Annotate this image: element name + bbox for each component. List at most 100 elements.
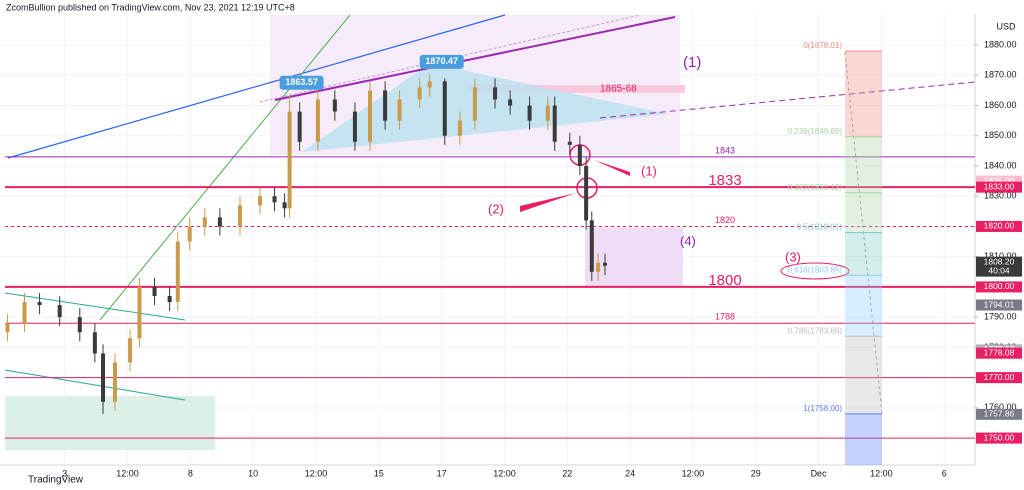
fib-trend — [844, 51, 883, 415]
price-label: 1794.01 — [984, 299, 1015, 309]
y-tick-label: 1830.00 — [984, 191, 1017, 201]
x-tick-label: 3 — [62, 468, 67, 478]
callout-label: 1863.57 — [285, 77, 318, 87]
y-tick-label: 1760.00 — [984, 402, 1017, 412]
candle-body — [217, 217, 222, 227]
candle-body — [128, 338, 133, 363]
level-label: 1820 — [715, 215, 735, 225]
x-tick-label: Dec — [811, 468, 828, 478]
annotation: (1) — [683, 54, 701, 71]
price-label: 1800.00 — [984, 281, 1015, 291]
price-label-box — [976, 175, 1022, 187]
fib-label: 0(1878.01) — [803, 41, 842, 50]
x-tick-label: 17 — [437, 468, 447, 478]
candle-body — [202, 217, 207, 227]
candle-body — [472, 87, 477, 121]
candle-body — [397, 99, 402, 121]
candle-body — [383, 90, 388, 121]
fib-label: 0.382(1831.13) — [788, 183, 843, 192]
candle-body — [297, 111, 302, 142]
drawings — [4, 14, 976, 450]
x-tick-label: 10 — [248, 468, 258, 478]
wave4-zone — [585, 228, 683, 287]
header: ZcomBullion published on TradingView.com… — [6, 2, 295, 12]
price-label-box — [976, 299, 1022, 311]
callout-box — [279, 75, 324, 90]
level-label: 1833 — [708, 172, 741, 189]
y-tick-label: 1850.00 — [984, 130, 1017, 140]
resistance-zone — [470, 85, 685, 93]
candle-body — [258, 196, 263, 206]
fib-label: 1(1758.00) — [803, 404, 842, 413]
annotation: (2) — [488, 201, 504, 216]
candle-body — [427, 81, 432, 88]
candle-body — [567, 141, 572, 145]
candle-body — [5, 323, 10, 333]
x-tick-label: 6 — [942, 468, 947, 478]
triangle — [302, 63, 668, 152]
y-tick-label: 1870.00 — [984, 70, 1017, 80]
price-label: 1750.00 — [984, 432, 1015, 442]
candle-body — [442, 81, 447, 136]
x-tick-label: 12:00 — [116, 468, 139, 478]
fib-zone — [845, 192, 882, 233]
fib-zone — [845, 275, 882, 337]
x-tick-label: 22 — [562, 468, 572, 478]
price-label: 1757.86 — [984, 409, 1015, 419]
level-label: 1843 — [715, 145, 735, 155]
fib-label: 0.618(1803.85) — [788, 265, 843, 274]
arrow — [594, 160, 630, 176]
level-label: 1800 — [708, 272, 741, 289]
arrow — [520, 193, 576, 212]
candle-body — [527, 105, 532, 121]
candle-body — [237, 205, 242, 227]
x-tick-label: 29 — [751, 468, 761, 478]
countdown: 40:04 — [988, 265, 1010, 275]
candle-body — [602, 262, 607, 266]
price-label: 1835.00 — [984, 175, 1015, 185]
candle-body — [272, 196, 277, 203]
fib-label: 0.5(1818.01) — [797, 223, 843, 232]
candle-body — [596, 262, 601, 272]
x-tick-label: 24 — [625, 468, 635, 478]
channel-line — [599, 81, 976, 119]
x-tick-label: 12:00 — [305, 468, 328, 478]
annotation: (3) — [785, 249, 801, 264]
annotation: 1865-68 — [600, 84, 637, 95]
annotation: (4) — [680, 233, 696, 248]
price-label-box — [976, 181, 1022, 193]
price-label-box — [976, 372, 1022, 384]
annotation: (1) — [641, 163, 657, 178]
price-label: 1808.20 — [984, 256, 1015, 266]
candle-body — [315, 99, 320, 142]
x-tick-label: 12:00 — [870, 468, 893, 478]
channel-line — [274, 16, 676, 101]
fib-zone — [845, 336, 882, 414]
candle-body — [508, 99, 513, 106]
currency: USD — [996, 21, 1016, 31]
trend-line — [7, 14, 506, 159]
fib-zone — [845, 232, 882, 276]
candle-body — [152, 286, 157, 296]
price-label: 1833.00 — [984, 181, 1015, 191]
candle-body — [332, 99, 337, 112]
candle-body — [137, 286, 142, 339]
demand-zone — [5, 396, 215, 450]
y-tick-label: 1790.00 — [984, 312, 1017, 322]
candle-body — [493, 87, 498, 100]
candle-body — [352, 111, 357, 142]
price-label: 1778.08 — [984, 347, 1015, 357]
y-tick-label: 1860.00 — [984, 100, 1017, 110]
fib-label: 0.786(1783.69) — [788, 326, 843, 335]
candle-body — [282, 202, 287, 209]
price-label-box — [976, 408, 1022, 420]
candle-body — [101, 353, 106, 402]
candle-body — [112, 362, 117, 402]
candle-body — [187, 226, 192, 242]
fib-zone — [845, 51, 882, 137]
candle-body — [92, 332, 97, 354]
trend-line — [4, 292, 186, 321]
fib-zone — [845, 136, 882, 193]
x-tick-label: 15 — [374, 468, 384, 478]
